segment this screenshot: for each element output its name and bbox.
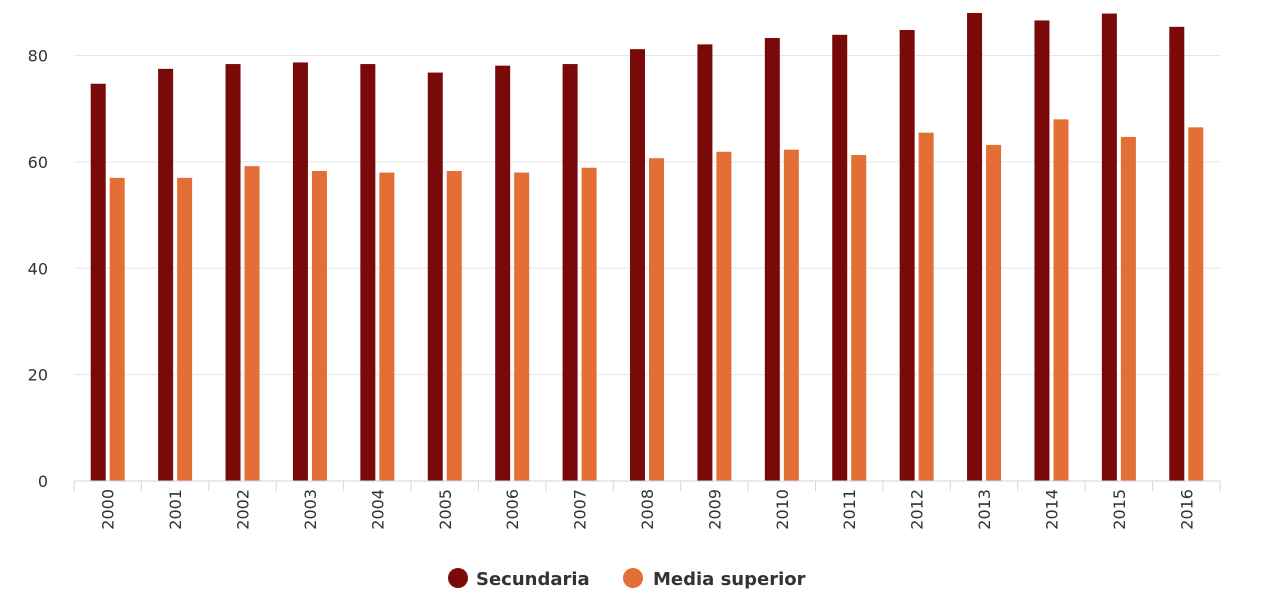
- bar: [649, 158, 664, 481]
- bar: [1169, 26, 1185, 482]
- x-tick-label: 2012: [908, 489, 927, 530]
- y-tick-label: 20: [28, 366, 48, 385]
- y-tick-label: 40: [28, 259, 48, 278]
- bar: [1188, 127, 1204, 481]
- x-tick-label: 2013: [975, 489, 994, 530]
- x-tick-label: 2015: [1110, 489, 1129, 530]
- bar: [832, 34, 848, 482]
- x-tick-label: 2016: [1177, 489, 1196, 530]
- legend-item[interactable]: Media superior: [623, 568, 806, 590]
- bar: [225, 64, 241, 482]
- y-axis-ticks: 0 20 40 60 80: [28, 47, 48, 491]
- bar: [918, 132, 934, 481]
- bar: [446, 170, 462, 481]
- bar: [514, 172, 530, 481]
- bar: [495, 65, 511, 482]
- bar-series: [90, 13, 1204, 482]
- legend-item[interactable]: Secundaria: [448, 568, 590, 590]
- bar: [244, 166, 260, 481]
- bar: [716, 151, 732, 481]
- bar: [1101, 13, 1117, 481]
- x-tick-label: 2004: [368, 489, 387, 530]
- legend-label: Media superior: [653, 569, 806, 590]
- legend-label: Secundaria: [476, 569, 590, 590]
- bar: [1034, 20, 1050, 481]
- bar: [581, 167, 597, 481]
- bar: [90, 83, 106, 482]
- x-tick-label: 2011: [840, 489, 859, 530]
- legend-marker: [623, 568, 643, 588]
- bar: [1053, 119, 1069, 481]
- bar: [630, 49, 645, 481]
- y-tick-label: 80: [28, 47, 48, 66]
- bar: [986, 144, 1002, 481]
- bar: [379, 172, 395, 481]
- bar: [764, 37, 780, 481]
- bar: [177, 177, 193, 481]
- x-tick-label: 2010: [773, 489, 792, 530]
- x-tick-label: 2000: [99, 489, 118, 530]
- bar: [1120, 136, 1136, 481]
- x-axis: 2000 2001 2002 2003 2004 2005 2006 2007 2008 2009…: [73, 480, 1221, 530]
- x-tick-label: 2001: [166, 489, 185, 530]
- bar: [311, 170, 327, 481]
- bar: [562, 64, 578, 482]
- x-tick-label: 2007: [571, 489, 590, 530]
- y-tick-label: 60: [28, 153, 48, 172]
- legend: Secundaria Media superior: [448, 568, 806, 590]
- bar: [427, 72, 443, 482]
- x-tick-label: 2008: [638, 489, 657, 530]
- x-tick-label: 2003: [301, 489, 320, 530]
- x-tick-label: 2002: [234, 489, 253, 530]
- bar: [697, 44, 713, 482]
- bar: [851, 154, 867, 481]
- bar: [360, 64, 376, 482]
- x-tick-label: 2014: [1042, 489, 1061, 530]
- legend-marker: [448, 568, 468, 588]
- bar: [783, 149, 799, 481]
- x-tick-label: 2005: [436, 489, 455, 530]
- bar: [292, 62, 308, 481]
- grid-lines: [74, 55, 1220, 376]
- x-tick-label: 2006: [503, 489, 522, 530]
- bar: [158, 68, 174, 481]
- bar: [899, 30, 915, 481]
- bar: [967, 13, 983, 481]
- y-tick-label: 0: [38, 472, 48, 491]
- bar: [109, 177, 125, 481]
- x-tick-label: 2009: [705, 489, 724, 530]
